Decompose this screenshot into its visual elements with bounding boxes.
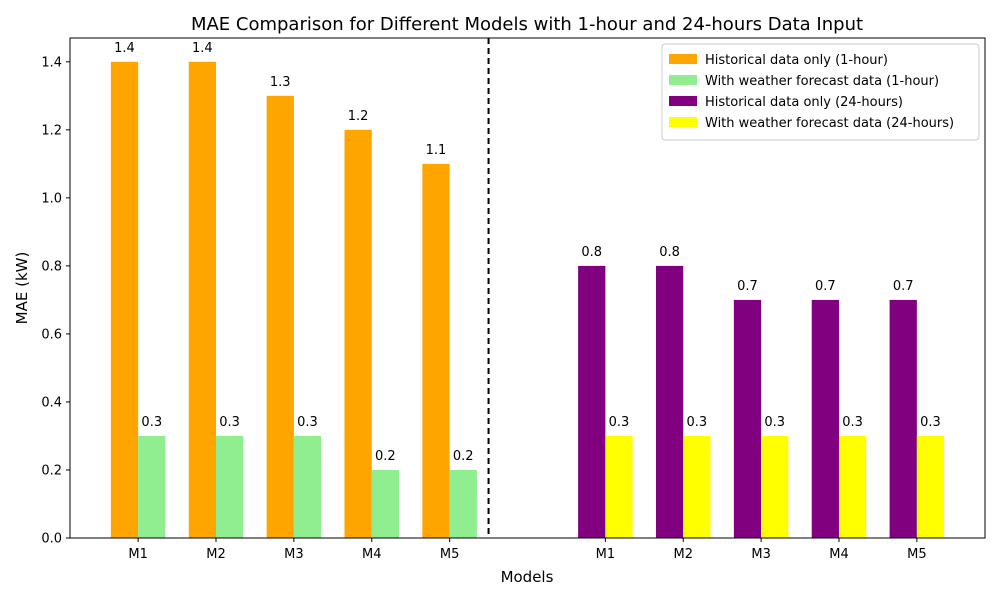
data-label: 0.3 (920, 415, 941, 430)
bar (761, 435, 789, 538)
legend: Historical data only (1-hour) With weathe… (661, 43, 980, 141)
data-label: 0.3 (297, 415, 318, 430)
bar (916, 435, 945, 538)
y-tick-label: 0.0 (41, 532, 62, 547)
y-tick-label: 1.4 (41, 55, 62, 70)
legend-label: With weather forecast data (1-hour) (705, 74, 939, 89)
legend-swatch (669, 54, 697, 64)
bar (138, 435, 166, 538)
y-tick-label: 0.6 (41, 327, 62, 342)
data-label: 0.2 (375, 449, 396, 464)
y-axis-label: MAE (kW) (13, 252, 31, 325)
bar (605, 435, 633, 538)
data-label: 1.4 (192, 41, 213, 56)
plot-frame (69, 37, 986, 539)
legend-swatch (669, 117, 697, 127)
y-tick-label: 1.2 (41, 123, 62, 138)
bar (188, 61, 217, 539)
y-tick-label: 0.8 (41, 259, 62, 274)
bar (838, 435, 867, 538)
data-label: 1.2 (348, 109, 369, 124)
bar (371, 469, 400, 538)
bar (216, 435, 244, 538)
y-tick-label: 0.4 (41, 395, 62, 410)
data-label: 0.7 (893, 279, 914, 294)
data-label: 0.3 (842, 415, 863, 430)
legend-label: With weather forecast data (24-hours) (705, 116, 954, 131)
bar (266, 95, 294, 539)
y-tick-label: 0.2 (41, 463, 62, 478)
data-label: 0.3 (609, 415, 630, 430)
legend-label: Historical data only (1-hour) (705, 53, 888, 68)
data-label: 1.4 (114, 41, 135, 56)
x-tick-label: M5 (440, 547, 460, 562)
bar (449, 469, 477, 538)
data-label: 0.3 (764, 415, 785, 430)
x-tick-label: M1 (596, 547, 616, 562)
legend-label: Historical data only (24-hours) (705, 95, 903, 110)
legend-swatch (669, 96, 697, 106)
plot-area: 0.0 0.2 0.4 0.6 0.8 1.0 1.2 1.4 M1 1.4 0.3 M2 1.4 0.3… (41, 38, 945, 562)
data-label: 0.3 (687, 415, 708, 430)
data-label: 0.8 (581, 245, 602, 260)
data-label: 0.3 (141, 415, 162, 430)
legend-swatch (669, 75, 697, 85)
x-tick-label: M4 (362, 547, 382, 562)
x-tick-label: M3 (751, 547, 771, 562)
bar (683, 435, 711, 538)
x-axis-label: Models (501, 568, 554, 586)
chart-title: MAE Comparison for Different Models with… (191, 14, 863, 35)
x-tick-label: M4 (829, 547, 849, 562)
bar (110, 61, 139, 539)
bar (811, 299, 839, 538)
bar (578, 265, 606, 538)
bar (422, 163, 450, 538)
data-label: 0.3 (219, 415, 240, 430)
data-label: 0.7 (737, 279, 758, 294)
x-tick-label: M2 (206, 547, 226, 562)
bar (889, 299, 917, 538)
data-label: 0.7 (815, 279, 836, 294)
data-label: 1.1 (426, 143, 447, 158)
data-label: 0.8 (659, 245, 680, 260)
bar (344, 129, 372, 538)
x-tick-label: M5 (907, 547, 927, 562)
y-tick-label: 1.0 (41, 191, 62, 206)
x-tick-label: M1 (128, 547, 148, 562)
data-label: 0.2 (453, 449, 474, 464)
x-tick-label: M3 (284, 547, 304, 562)
bar (293, 435, 322, 538)
x-tick-label: M2 (673, 547, 693, 562)
bar (733, 299, 762, 538)
bar (655, 265, 684, 538)
data-label: 1.3 (270, 75, 291, 90)
legend-box (661, 43, 980, 141)
